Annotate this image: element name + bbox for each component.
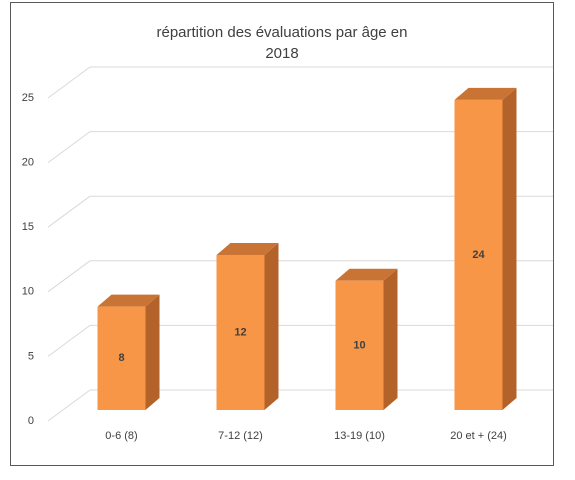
y-tick-label: 20 bbox=[22, 157, 34, 169]
bar-side bbox=[502, 87, 517, 411]
bar-side bbox=[383, 268, 398, 410]
bar bbox=[454, 99, 503, 411]
bar bbox=[335, 280, 384, 410]
bar bbox=[97, 306, 146, 410]
x-tick-label: 13-19 (10) bbox=[334, 430, 385, 442]
grid-line bbox=[47, 195, 91, 228]
data-label: 24 bbox=[472, 249, 485, 261]
bar bbox=[216, 254, 265, 410]
grid-line bbox=[47, 324, 91, 357]
bar-top bbox=[454, 87, 517, 100]
y-tick-label: 0 bbox=[28, 415, 34, 427]
y-tick-label: 25 bbox=[22, 92, 34, 104]
grid-line bbox=[47, 131, 91, 164]
bar-side bbox=[264, 242, 279, 410]
bar-side bbox=[145, 294, 160, 410]
x-tick-label: 0-6 (8) bbox=[105, 430, 137, 442]
grid-line bbox=[47, 389, 91, 422]
grid-line bbox=[47, 260, 91, 293]
chart-title: répartition des évaluations par âge en 2… bbox=[156, 24, 408, 62]
bar-top bbox=[216, 242, 279, 255]
data-label: 8 bbox=[118, 352, 124, 364]
data-label: 12 bbox=[234, 326, 246, 338]
y-tick-label: 5 bbox=[28, 350, 34, 362]
y-tick-label: 15 bbox=[22, 221, 34, 233]
grid-line bbox=[47, 66, 91, 99]
y-tick-label: 10 bbox=[22, 286, 34, 298]
data-label: 10 bbox=[353, 339, 365, 351]
bar-top bbox=[97, 294, 160, 307]
x-tick-label: 7-12 (12) bbox=[218, 430, 263, 442]
bar-top bbox=[335, 268, 398, 281]
x-tick-label: 20 et + (24) bbox=[450, 430, 507, 442]
